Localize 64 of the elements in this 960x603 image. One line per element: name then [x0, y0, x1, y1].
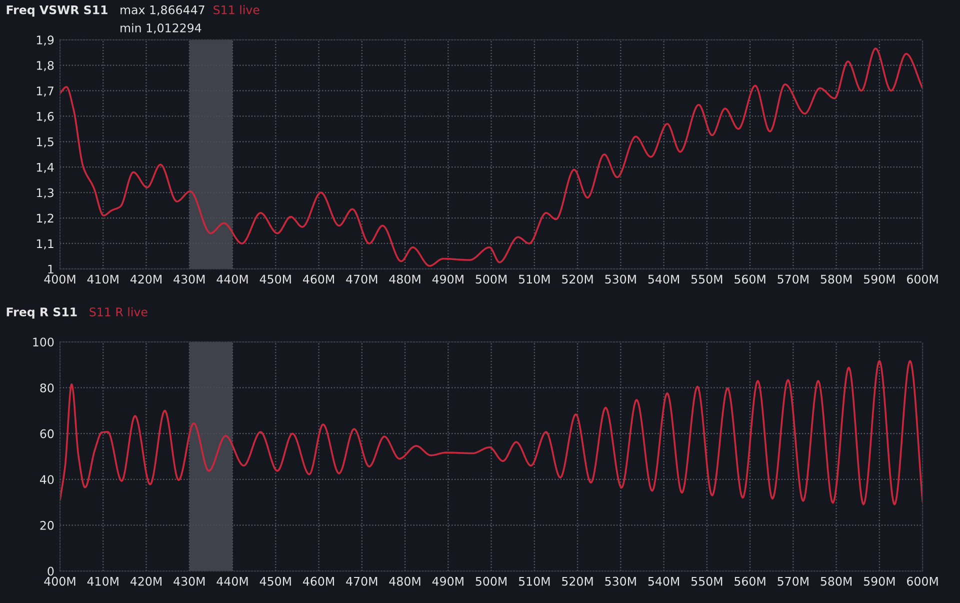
x-tick-label: 420M	[130, 576, 162, 586]
y-tick-label: 1,8	[36, 60, 54, 72]
y-tick-label: 60	[40, 429, 54, 438]
x-tick-label: 570M	[778, 274, 808, 284]
x-tick-label: 450M	[260, 274, 291, 284]
x-tick-label: 480M	[389, 274, 420, 284]
y-tick-label: 1,4	[36, 162, 54, 173]
x-tick-label: 490M	[432, 274, 464, 284]
x-tick-label: 570M	[778, 576, 808, 586]
x-tick-label: 520M	[562, 576, 593, 586]
y-tick-label: 1,6	[36, 112, 54, 122]
x-tick-label: 410M	[87, 274, 118, 284]
text: max 1,866447	[120, 5, 204, 16]
y-tick-label: 20	[40, 520, 54, 530]
text: S11 live	[214, 5, 260, 14]
x-tick-label: 470M	[346, 274, 378, 284]
x-tick-label: 510M	[518, 576, 550, 586]
x-tick-label: 500M	[476, 274, 506, 284]
x-tick-label: 580M	[820, 576, 852, 586]
x-tick-label: 520M	[562, 274, 593, 284]
x-tick-label: 410M	[87, 576, 118, 586]
x-tick-label: 500M	[476, 576, 506, 586]
x-tick-label: 440M	[216, 274, 248, 284]
y-tick-label: 0	[48, 566, 54, 576]
x-tick-label: 490M	[432, 576, 464, 586]
x-tick-label: 470M	[346, 576, 378, 586]
x-tick-label: 560M	[734, 576, 766, 586]
text: S11 R live	[90, 307, 148, 316]
x-tick-label: 580M	[820, 274, 852, 284]
x-tick-label: 600M	[907, 576, 938, 586]
y-tick-label: 1	[48, 264, 54, 274]
x-tick-label: 480M	[389, 576, 420, 586]
x-tick-label: 430M	[174, 576, 205, 586]
x-tick-label: 530M	[605, 576, 636, 586]
x-tick-label: 430M	[174, 274, 205, 284]
y-tick-label: 1,7	[36, 86, 54, 97]
x-tick-label: 450M	[260, 576, 291, 586]
chart-title: Freq VSWR S11	[6, 5, 108, 17]
y-tick-label: 1,3	[36, 188, 54, 198]
x-tick-label: 440M	[216, 576, 248, 586]
x-tick-label: 600M	[907, 274, 938, 284]
chart-title: Freq R S11	[6, 307, 77, 319]
x-tick-label: 540M	[648, 274, 679, 284]
y-tick-label: 1,1	[36, 239, 54, 250]
x-tick-label: 530M	[605, 274, 636, 284]
y-tick-label: 100	[33, 338, 54, 347]
x-tick-label: 540M	[648, 576, 679, 586]
x-tick-label: 400M	[44, 576, 76, 586]
y-tick-label: 80	[40, 383, 54, 392]
x-tick-label: 460M	[302, 274, 334, 284]
x-tick-label: 550M	[691, 274, 722, 284]
y-tick-label: 1,2	[36, 214, 54, 224]
x-tick-label: 510M	[518, 274, 550, 284]
text: min 1,012294	[120, 23, 202, 34]
y-tick-label: 1,5	[36, 138, 54, 148]
x-tick-label: 460M	[302, 576, 334, 586]
x-tick-label: 560M	[734, 274, 766, 284]
x-tick-label: 550M	[691, 576, 722, 586]
x-tick-label: 400M	[44, 274, 76, 284]
y-tick-label: 40	[40, 475, 54, 484]
y-tick-label: 1,9	[36, 36, 54, 46]
x-tick-label: 590M	[864, 274, 895, 284]
x-tick-label: 420M	[130, 274, 162, 284]
x-tick-label: 590M	[864, 576, 895, 586]
